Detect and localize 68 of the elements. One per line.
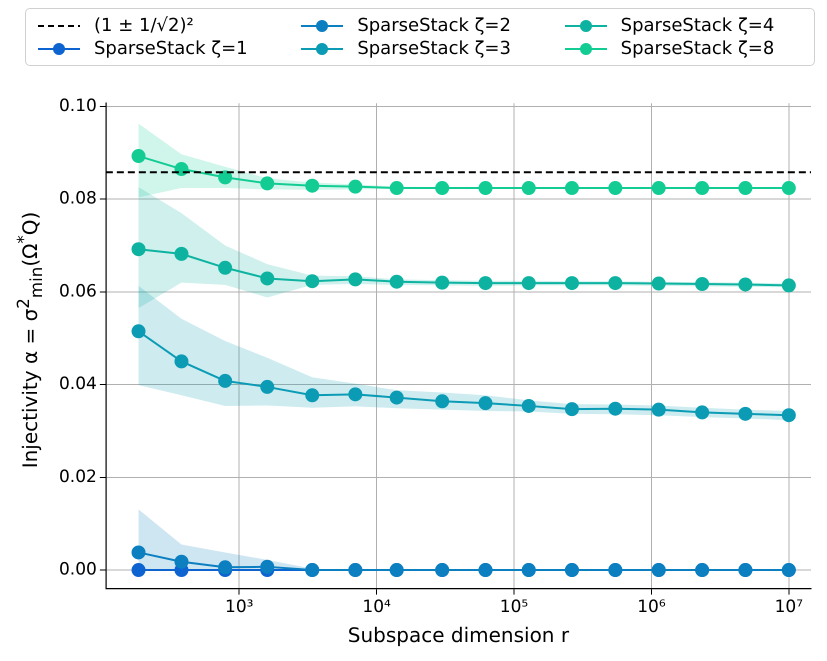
point <box>695 181 710 196</box>
legend-label: SparseStack ζ=1 <box>94 38 248 59</box>
point <box>608 181 622 196</box>
point <box>435 181 450 196</box>
point <box>348 387 362 402</box>
point <box>174 162 188 176</box>
y-tick-label: 0.02 <box>58 466 97 487</box>
y-tick-label: 0.00 <box>58 559 97 580</box>
point <box>695 277 710 292</box>
y-tick-label: 0.06 <box>58 281 97 302</box>
point <box>348 272 362 286</box>
point <box>174 354 188 368</box>
point <box>132 149 146 164</box>
point <box>652 181 666 196</box>
point <box>260 560 274 574</box>
x-tick-label: 10⁵ <box>500 597 528 618</box>
point <box>260 271 274 286</box>
point <box>218 170 232 184</box>
point <box>260 176 274 190</box>
legend-label: SparseStack ζ=3 <box>357 38 511 59</box>
point <box>522 181 536 196</box>
point <box>738 277 752 292</box>
point <box>782 278 796 292</box>
point <box>174 554 188 569</box>
point <box>305 274 320 288</box>
point <box>478 396 492 410</box>
point <box>782 408 796 422</box>
point <box>608 276 622 290</box>
point <box>738 406 752 421</box>
x-tick-label: 10⁷ <box>774 597 804 618</box>
point <box>782 181 796 196</box>
point <box>478 181 492 196</box>
y-tick-label: 0.04 <box>58 374 97 394</box>
point <box>478 276 492 290</box>
point <box>608 402 622 416</box>
point <box>218 260 232 275</box>
point <box>132 563 146 578</box>
point <box>564 276 579 290</box>
point <box>435 394 450 408</box>
point <box>652 402 666 417</box>
legend-label: SparseStack ζ=2 <box>357 15 511 36</box>
x-axis-title: Subspace dimension r <box>348 623 570 648</box>
legend-label: SparseStack ζ=8 <box>620 38 774 59</box>
point <box>305 178 320 193</box>
point <box>348 180 362 194</box>
point <box>695 405 710 420</box>
point <box>522 398 536 413</box>
point <box>564 181 579 196</box>
x-tick-label: 10³ <box>224 597 254 618</box>
point <box>218 560 232 574</box>
point <box>522 276 536 290</box>
legend-label: SparseStack ζ=4 <box>620 15 774 36</box>
point <box>652 276 666 291</box>
point <box>132 242 146 256</box>
x-tick-label: 10⁴ <box>362 597 392 618</box>
point <box>218 374 232 388</box>
y-tick-label: 0.10 <box>58 96 97 116</box>
point <box>260 380 274 394</box>
point <box>305 388 320 402</box>
point <box>738 181 752 196</box>
point <box>132 324 146 338</box>
point <box>174 246 188 261</box>
x-tick-label: 10⁶ <box>637 597 666 618</box>
point <box>564 402 579 416</box>
y-tick-label: 0.08 <box>58 188 97 209</box>
point <box>132 545 146 560</box>
point <box>435 276 450 290</box>
legend-label: (1 ± 1/√2)² <box>94 15 194 36</box>
